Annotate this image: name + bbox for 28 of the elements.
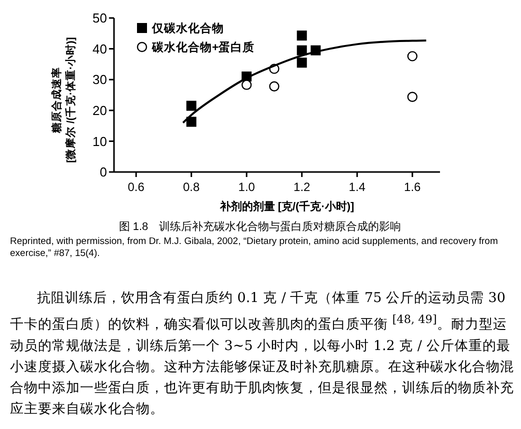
point (407, 51, 418, 62)
point (269, 81, 280, 92)
x-tick-label: 1.0 (238, 180, 256, 194)
y-tick-label: 0 (100, 164, 107, 180)
x-tick-label: 0.8 (183, 180, 200, 194)
y-axis-title: 糖原合成速率 [微摩尔 /(千克·体重·小时)] (50, 37, 77, 163)
x-tick-label: 0.6 (128, 180, 145, 194)
point (186, 116, 196, 127)
y-tick-label: 20 (92, 102, 107, 118)
text: Reprinted, with permission, from Dr. M.J. Gibala, 2002, “Dietary protein, amino acid supplements, and recovery from exercise,” #87, 15(4). (10, 236, 499, 260)
point (242, 80, 252, 90)
legend-label: 碳水化合物+蛋白质 (151, 40, 255, 54)
point (407, 92, 418, 102)
x-tick-label: 1.2 (294, 180, 311, 194)
caption: 图 1.8 训练后补充碳水化合物与蛋白质对糖原合成的影响 (118, 220, 402, 233)
point (296, 45, 307, 56)
y-tick-label: 10 (92, 134, 107, 149)
y-tick-label: 50 (92, 10, 107, 26)
point (296, 30, 307, 41)
point (186, 100, 196, 111)
x-axis-title: 补剂的剂量 [克/(千克·小时)] (218, 200, 355, 213)
point (296, 58, 307, 68)
legend-label: 仅碳水化合物 (151, 21, 224, 36)
text: 抗阻训练后，饮用含有蛋白质约 0.1 克 / 千克（体重 75 公斤的运动员需 30 千卡的蛋白质）的饮料，确实看似可以改善肌肉的蛋白质平衡 $^{[48, 49]}$。耐力型运动员的常规做法是，训练后第一个 3~5 小时内，以每小时 1.2 克 / 公斤体重的最小速度摄入碳水化合物。这种方法能够保证及时补充肌糖原。在这种碳水化合物混合物中添加一些蛋白质，也许更有助于肌肉恢复，但是很显然，训练后的物质补充应主要来自碳水化合物。 (10, 289, 515, 418)
x-tick-label: 1.4 (348, 180, 366, 194)
x-tick-label: 1.6 (404, 180, 422, 194)
y-tick-label: 30 (92, 72, 107, 88)
y-tick-label: 40 (92, 41, 107, 56)
